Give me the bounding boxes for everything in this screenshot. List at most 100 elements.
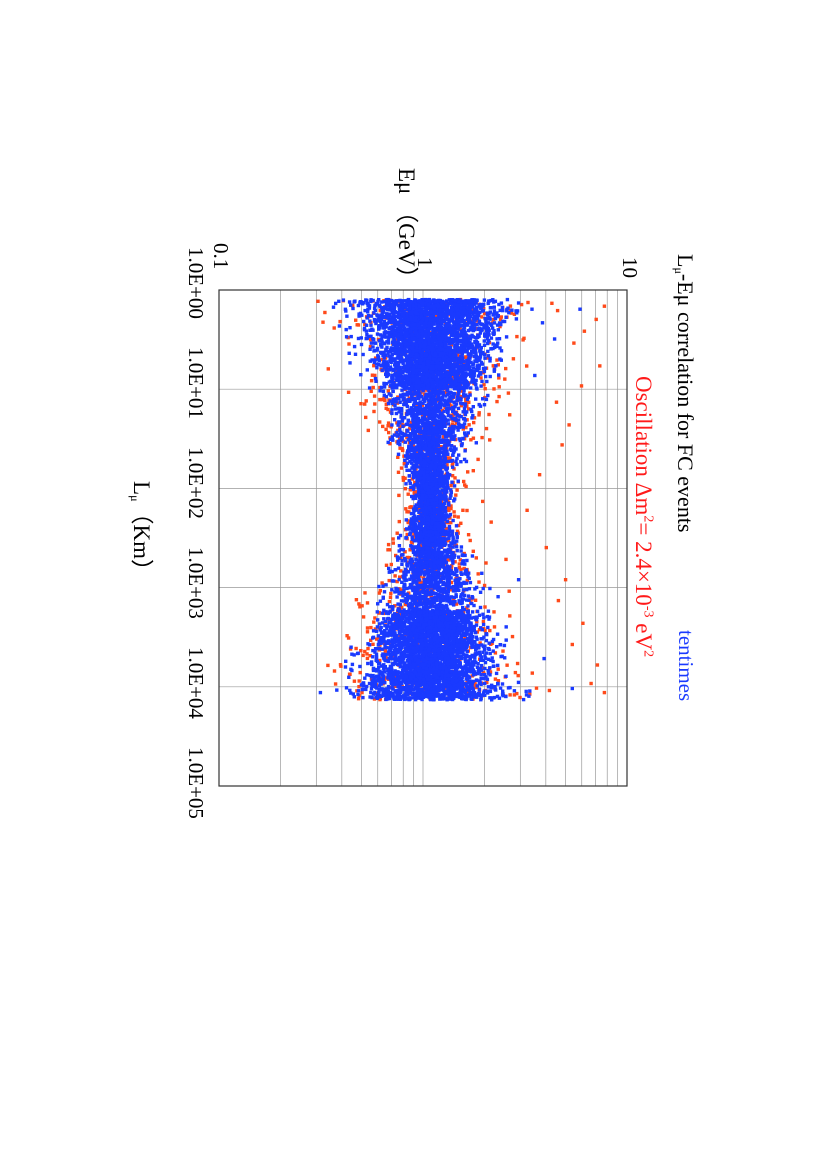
data-point <box>464 459 469 464</box>
data-point <box>358 605 362 609</box>
data-point <box>452 499 456 503</box>
data-point <box>376 642 381 647</box>
data-point <box>401 424 405 429</box>
data-point <box>481 366 486 371</box>
data-point <box>389 591 393 596</box>
data-point <box>506 391 511 395</box>
data-point <box>554 400 559 404</box>
data-point <box>456 515 460 519</box>
data-point <box>510 634 515 639</box>
data-point <box>486 646 490 651</box>
data-point <box>405 510 409 514</box>
data-point <box>347 342 351 346</box>
data-point <box>384 427 388 432</box>
data-point <box>459 549 463 553</box>
data-point <box>526 300 530 305</box>
data-point <box>464 598 469 602</box>
data-point <box>404 535 409 540</box>
data-point <box>488 666 492 670</box>
data-point <box>556 598 561 603</box>
data-point <box>504 638 508 642</box>
data-point <box>375 625 380 629</box>
data-point <box>486 625 490 630</box>
data-point <box>499 315 503 319</box>
data-point <box>530 307 534 311</box>
data-point <box>570 642 574 647</box>
data-point <box>470 596 475 600</box>
data-point <box>414 558 419 562</box>
data-point <box>369 314 374 318</box>
data-point <box>348 303 353 307</box>
data-point <box>357 679 361 683</box>
data-point <box>446 452 450 457</box>
data-point <box>369 379 374 383</box>
data-point <box>454 532 459 536</box>
data-point <box>372 394 377 398</box>
data-point <box>403 440 407 444</box>
data-point <box>408 602 413 606</box>
data-point <box>461 591 465 596</box>
data-point <box>477 580 481 584</box>
data-point <box>471 549 475 553</box>
data-point <box>352 344 357 349</box>
data-point <box>372 620 376 624</box>
data-point <box>480 435 484 440</box>
data-point <box>339 664 343 668</box>
data-point <box>365 626 370 630</box>
data-point <box>389 393 393 397</box>
data-point <box>391 389 395 394</box>
data-point <box>408 586 413 590</box>
data-point <box>524 364 529 368</box>
data-point <box>486 609 491 613</box>
data-point <box>395 531 399 535</box>
data-point <box>461 508 465 513</box>
data-point <box>364 687 368 692</box>
data-point <box>474 441 478 445</box>
data-point <box>407 479 411 483</box>
data-point <box>379 385 384 390</box>
data-point <box>492 625 497 629</box>
data-point <box>359 336 363 340</box>
data-point <box>439 397 444 402</box>
data-point <box>404 464 408 468</box>
data-point <box>356 697 361 701</box>
data-point <box>397 519 401 524</box>
data-point <box>465 508 469 513</box>
data-point <box>398 400 402 405</box>
data-point <box>400 436 404 441</box>
data-point <box>451 561 455 565</box>
data-point <box>337 324 342 328</box>
data-point <box>321 320 325 324</box>
data-point <box>537 473 542 477</box>
data-point <box>343 659 348 663</box>
data-point <box>380 397 384 402</box>
data-point <box>455 462 459 467</box>
data-point <box>498 346 502 350</box>
data-point <box>453 476 457 480</box>
data-point <box>423 406 427 411</box>
data-point <box>481 612 485 616</box>
data-point <box>400 562 404 566</box>
data-point <box>602 304 607 308</box>
data-point <box>494 364 498 368</box>
data-point <box>401 475 405 480</box>
data-point <box>455 549 459 553</box>
data-point <box>446 587 451 591</box>
data-point <box>400 558 404 563</box>
data-point <box>432 406 437 410</box>
data-point <box>392 418 397 422</box>
data-point <box>371 345 375 349</box>
data-point <box>350 652 354 656</box>
data-point <box>473 598 478 602</box>
data-point <box>483 356 487 360</box>
data-point <box>515 334 519 339</box>
data-point <box>567 423 571 427</box>
data-point <box>386 389 390 393</box>
data-point <box>362 402 367 406</box>
data-point <box>525 508 529 513</box>
data-point <box>466 604 470 608</box>
data-point <box>396 566 401 570</box>
data-point <box>497 385 501 389</box>
data-point <box>368 347 372 352</box>
data-point <box>471 436 476 440</box>
